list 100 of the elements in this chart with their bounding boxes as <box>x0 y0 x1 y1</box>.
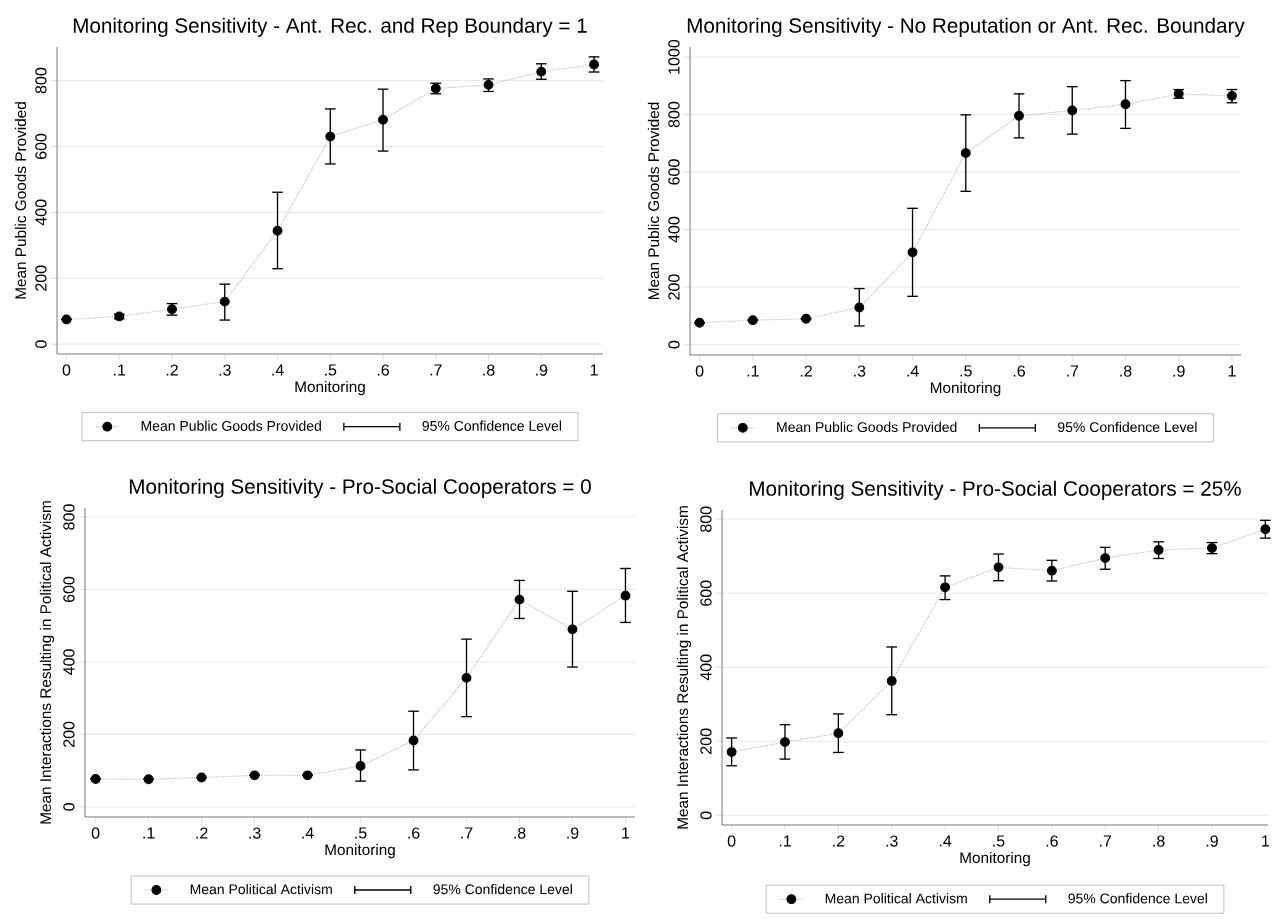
y-tick-label: 0 <box>668 340 680 349</box>
x-tick-label: .7 <box>430 364 442 376</box>
point <box>1046 565 1057 576</box>
x-tick-label: .1 <box>779 835 791 847</box>
point <box>694 317 705 328</box>
point <box>940 582 951 593</box>
point <box>960 148 971 159</box>
y-tick-label: 600 <box>700 580 712 606</box>
text: 95% Confidence Level <box>422 420 561 431</box>
y-tick-label: 800 <box>700 506 712 532</box>
point <box>1120 99 1131 110</box>
point <box>90 774 101 784</box>
legend-label: Mean Political Activism <box>190 883 332 895</box>
point <box>854 302 865 313</box>
x-tick-label: .7 <box>1067 365 1079 377</box>
y-tick-label: 400 <box>35 199 47 226</box>
point <box>1100 553 1111 564</box>
y-axis-title: Mean Interactions Resulting in Political Activism <box>676 506 692 829</box>
point <box>780 737 790 748</box>
y-tick-label: 600 <box>668 159 680 185</box>
x-tick-label: .8 <box>1120 365 1132 377</box>
y-tick-label: 0 <box>35 340 47 348</box>
x-tick-label: .6 <box>1046 835 1058 847</box>
point <box>302 770 313 781</box>
point <box>747 315 758 326</box>
y-tick-label: 800 <box>35 67 47 94</box>
x-tick-label: .6 <box>377 364 389 376</box>
x-tick-label: 1 <box>622 827 630 839</box>
x-tick-label: .3 <box>854 365 866 377</box>
point <box>355 760 366 771</box>
x-tick-label: .4 <box>939 835 952 847</box>
y-tick-label: 200 <box>668 274 680 300</box>
x-tick-label: .6 <box>1013 365 1025 377</box>
y-tick-label: 400 <box>668 216 680 243</box>
x-tick-label: .6 <box>408 827 420 839</box>
x-tick-label: 1 <box>590 364 598 376</box>
point <box>272 225 283 236</box>
x-tick-label: .9 <box>567 827 579 839</box>
chart-title: Monitoring Sensitivity - Pro-Social Cooperators = 25% <box>750 480 1241 500</box>
y-tick-label: 600 <box>35 133 47 159</box>
x-tick-label: .5 <box>993 835 1005 847</box>
x-tick-label: .8 <box>483 364 495 376</box>
point <box>143 774 154 785</box>
x-tick-label: .3 <box>249 827 261 839</box>
text: 95% Confidence Level <box>1058 421 1197 433</box>
y-tick-label: 200 <box>63 721 75 747</box>
point <box>408 735 419 746</box>
point <box>514 594 525 605</box>
x-axis-title: Monitoring <box>930 381 1001 397</box>
point <box>196 772 207 783</box>
text: 95% Confidence Level <box>1068 893 1207 904</box>
x-tick-label: .1 <box>747 365 759 377</box>
point <box>1067 105 1078 116</box>
y-tick-label: 800 <box>63 504 75 530</box>
x-tick-label: .3 <box>886 835 898 847</box>
x-tick-label: .2 <box>196 827 208 839</box>
x-tick-label: .1 <box>114 364 126 376</box>
point <box>378 114 388 125</box>
x-tick-label: .4 <box>302 827 314 839</box>
legend-label: Mean Public Goods Provided <box>777 421 957 433</box>
y-tick-label: 0 <box>63 803 75 811</box>
text: 95% Confidence Level <box>433 883 572 895</box>
y-tick-label: 600 <box>63 576 75 603</box>
x-tick-label: .4 <box>907 365 919 377</box>
x-tick-label: .5 <box>355 827 367 839</box>
x-axis-title: Monitoring <box>325 843 395 859</box>
point <box>907 247 918 258</box>
chart-title: Monitoring Sensitivity - No Reputation or Ant. Rec. Boundary <box>687 17 1245 37</box>
point <box>993 562 1004 573</box>
x-tick-label: .4 <box>272 364 284 376</box>
x-tick-label: .5 <box>325 364 337 376</box>
x-tick-label: .9 <box>536 364 548 376</box>
chart-title: Monitoring Sensitivity - Pro-Social Cooperators = 0 <box>129 478 591 498</box>
x-tick-label: .7 <box>1100 835 1112 847</box>
x-tick-label: .9 <box>1173 365 1185 377</box>
point <box>1260 524 1271 535</box>
x-tick-label: .1 <box>143 827 155 839</box>
x-tick-label: .8 <box>1153 835 1165 847</box>
point <box>461 672 472 683</box>
x-tick-label: .2 <box>166 364 178 376</box>
x-tick-label: 1 <box>1228 365 1236 377</box>
chart-title: Monitoring Sensitivity - Ant. Rec. and Rep Boundary = 1 <box>73 17 587 37</box>
point <box>325 131 336 142</box>
x-tick-label: .9 <box>1206 835 1218 847</box>
point <box>833 728 844 739</box>
x-tick-label: 0 <box>91 827 100 839</box>
x-tick-label: 1 <box>1262 835 1269 847</box>
x-tick-label: .3 <box>219 364 231 376</box>
point <box>567 624 578 635</box>
x-tick-label: .7 <box>461 827 473 839</box>
y-tick-label: 0 <box>700 811 712 820</box>
x-axis-title: Monitoring <box>295 380 365 396</box>
legend-label: Mean Public Goods Provided <box>141 420 321 431</box>
y-tick-label: 200 <box>35 265 47 291</box>
y-tick-label: 1000 <box>668 39 680 74</box>
point <box>61 314 72 325</box>
x-tick-label: .2 <box>800 365 812 377</box>
y-tick-label: 400 <box>700 654 712 681</box>
point <box>219 296 230 307</box>
point <box>726 747 737 758</box>
